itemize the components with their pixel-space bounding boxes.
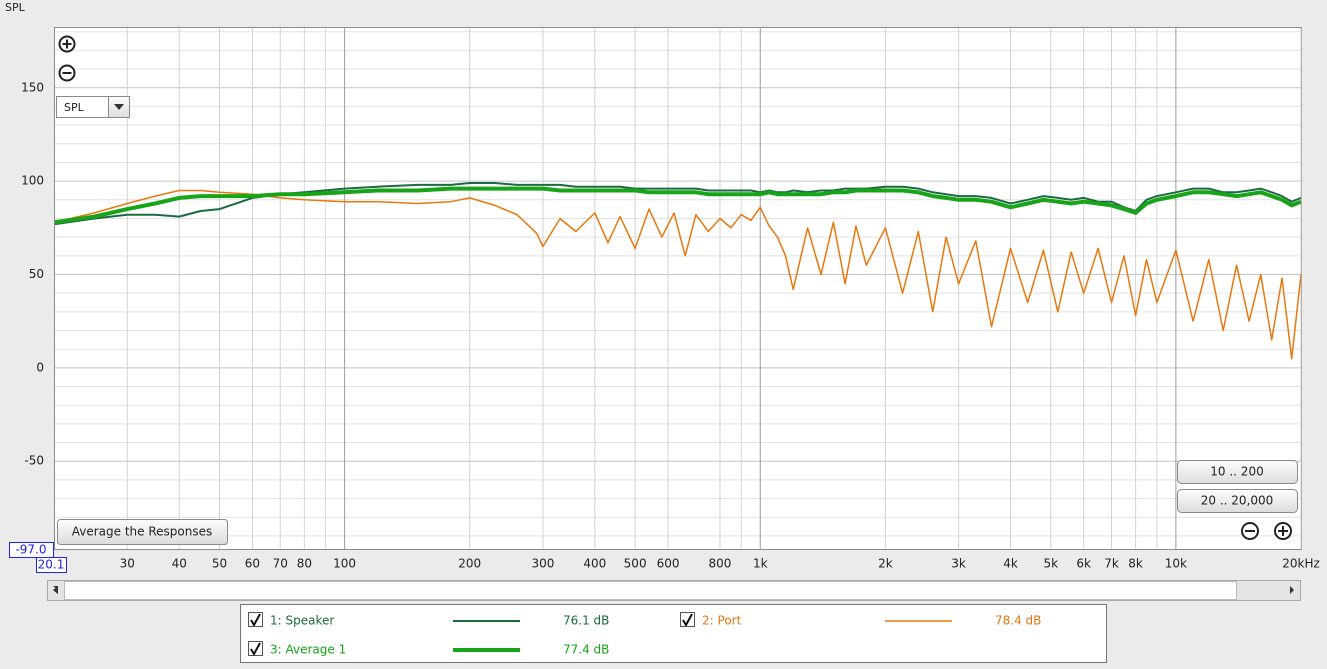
x-tick-label: 800 — [709, 557, 732, 571]
y-tick-label: 0 — [36, 360, 44, 374]
dropdown[interactable]: SPL — [56, 96, 130, 118]
trace — [55, 189, 1301, 360]
x-tick-label: 70 — [273, 557, 288, 571]
legend-check — [250, 642, 261, 657]
y-tick-label: 100 — [21, 174, 44, 188]
button-label: 20 .. 20,000 — [1201, 494, 1274, 508]
x-tick-label: 10k — [1165, 557, 1187, 571]
legend-label: 2: Port — [702, 614, 742, 628]
y-min-value: -97.0 — [15, 543, 46, 557]
legend-entries: 1: Speaker 76.1 dB 2: Port 78.4 dB 3: Averag… — [248, 612, 1041, 657]
x-tick-label: 300 — [531, 557, 554, 571]
zoom-out-y[interactable] — [58, 64, 76, 82]
zoom-in-y[interactable] — [58, 35, 76, 53]
x-tick-label: 4k — [1003, 557, 1018, 571]
x-min-box[interactable]: 20.1 — [36, 557, 67, 573]
scrollbar[interactable] — [47, 580, 1301, 601]
y-tick-label: -50 — [24, 454, 44, 468]
zoom-in-x[interactable] — [1274, 522, 1292, 540]
plot-area — [54, 27, 1302, 550]
x-tick-label: 5k — [1043, 557, 1058, 571]
legend-level: 78.4 dB — [995, 614, 1041, 628]
x-tick-label: 30 — [120, 557, 135, 571]
x-tick-label: 100 — [333, 557, 356, 571]
x-tick-label: 500 — [624, 557, 647, 571]
x-tick-label: 50 — [212, 557, 227, 571]
x-tick-label: 7k — [1104, 557, 1119, 571]
zoom-full-button[interactable]: 20 .. 20,000 — [1177, 489, 1298, 513]
x-tick-label: 200 — [458, 557, 481, 571]
x-tick-label: 8k — [1128, 557, 1143, 571]
legend-check — [682, 613, 693, 628]
y-tick-label: 50 — [29, 267, 44, 281]
zoom-low-button[interactable]: 10 .. 200 — [1177, 460, 1298, 484]
average-button[interactable]: Average the Responses — [57, 519, 228, 545]
x-tick-label: 80 — [297, 557, 312, 571]
x-tick-label: 3k — [951, 557, 966, 571]
traces — [55, 182, 1301, 360]
legend-label: 1: Speaker — [270, 614, 334, 628]
x-tick-label: 1k — [753, 557, 768, 571]
grid — [55, 28, 1302, 549]
trace — [55, 186, 1301, 225]
x-tick-label: 400 — [583, 557, 606, 571]
button-label: 10 .. 200 — [1210, 465, 1263, 479]
x-tick-label: 60 — [245, 557, 260, 571]
x-tick-label: 600 — [657, 557, 680, 571]
dropdown-label: SPL — [64, 101, 85, 114]
legend-label: 3: Average 1 — [270, 643, 346, 657]
legend-level: 77.4 dB — [563, 643, 609, 657]
x-tick-label: 2k — [878, 557, 893, 571]
y-tick-label: 150 — [21, 80, 44, 94]
y-min-box[interactable]: -97.0 — [9, 542, 54, 558]
legend-level: 76.1 dB — [563, 614, 609, 628]
legend-check — [250, 613, 261, 628]
y-axis-label: SPL — [5, 1, 26, 14]
zoom-out-x[interactable] — [1241, 522, 1259, 540]
x-tick-label: 20kHz — [1282, 557, 1320, 571]
legend — [240, 604, 1107, 663]
x-tick-label: 6k — [1076, 557, 1091, 571]
button-label: Average the Responses — [72, 525, 212, 539]
x-min-value: 20.1 — [38, 558, 65, 572]
x-tick-label: 40 — [172, 557, 187, 571]
